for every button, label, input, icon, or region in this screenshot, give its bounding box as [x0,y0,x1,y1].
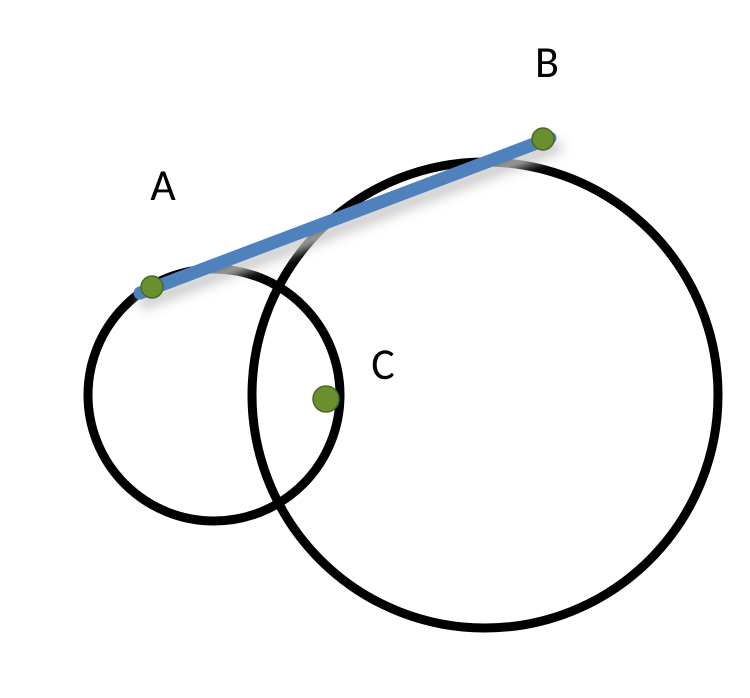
circle-small [88,269,340,521]
geometry-svg [0,0,750,698]
point-a [141,276,163,298]
point-c [313,386,339,412]
point-b [532,128,554,150]
tangent-line-ab [140,138,550,293]
diagram-stage: ABC [0,0,750,698]
